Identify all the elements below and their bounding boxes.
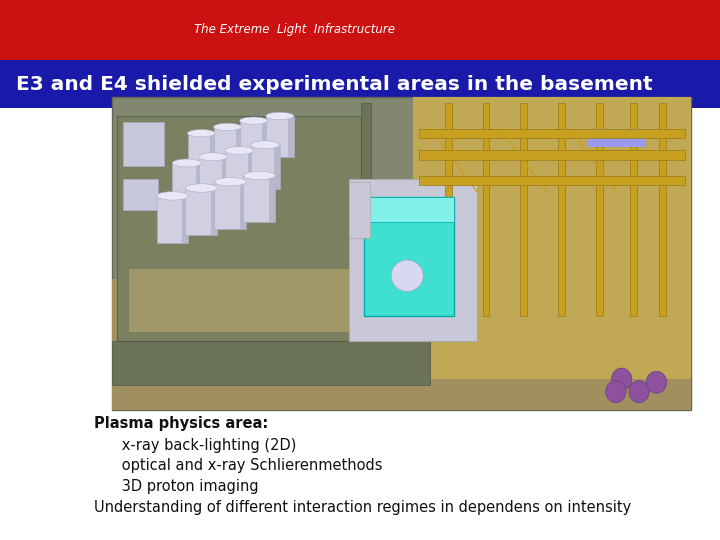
- Ellipse shape: [647, 372, 667, 393]
- Bar: [211, 188, 217, 235]
- Bar: [215, 182, 246, 229]
- Text: E3 and E4 shielded experimental areas in the basement: E3 and E4 shielded experimental areas in…: [16, 75, 652, 94]
- Bar: [251, 145, 279, 188]
- Bar: [123, 179, 158, 210]
- Bar: [262, 120, 268, 161]
- Ellipse shape: [156, 192, 189, 200]
- Bar: [587, 129, 645, 147]
- Bar: [419, 151, 685, 160]
- Bar: [210, 133, 215, 174]
- Bar: [123, 122, 163, 166]
- Ellipse shape: [629, 381, 649, 403]
- Ellipse shape: [611, 368, 631, 390]
- Bar: [419, 176, 685, 185]
- Ellipse shape: [187, 130, 215, 137]
- Text: optical and x-ray Schlierenmethods: optical and x-ray Schlierenmethods: [94, 458, 382, 473]
- Bar: [0, 0, 720, 65]
- Bar: [240, 120, 268, 161]
- Ellipse shape: [606, 381, 626, 403]
- Ellipse shape: [240, 117, 268, 124]
- Text: x-ray back-lighting (2D): x-ray back-lighting (2D): [94, 438, 296, 453]
- Bar: [248, 151, 253, 194]
- Bar: [112, 97, 691, 410]
- Bar: [269, 176, 275, 222]
- Bar: [186, 188, 217, 235]
- Bar: [196, 163, 202, 207]
- Ellipse shape: [391, 260, 423, 292]
- Bar: [187, 133, 215, 174]
- Bar: [199, 157, 228, 200]
- Ellipse shape: [266, 112, 294, 120]
- Bar: [364, 198, 454, 222]
- Bar: [117, 116, 361, 341]
- Bar: [156, 196, 189, 243]
- Bar: [112, 279, 691, 410]
- Bar: [595, 104, 603, 316]
- Text: 3D proton imaging: 3D proton imaging: [94, 478, 258, 494]
- Bar: [236, 127, 241, 167]
- Text: Plasma physics area:: Plasma physics area:: [94, 416, 268, 431]
- Ellipse shape: [199, 153, 228, 161]
- Bar: [349, 182, 369, 238]
- Bar: [364, 198, 454, 316]
- Bar: [173, 163, 202, 207]
- Bar: [129, 269, 349, 332]
- Bar: [361, 104, 372, 354]
- Text: Understanding of different interaction regimes in dependens on intensity: Understanding of different interaction r…: [94, 500, 631, 515]
- Bar: [521, 104, 527, 316]
- Bar: [558, 104, 565, 316]
- Bar: [243, 176, 275, 222]
- Ellipse shape: [215, 178, 246, 186]
- Bar: [630, 104, 637, 316]
- Bar: [274, 145, 279, 188]
- Bar: [419, 129, 685, 138]
- Bar: [266, 116, 294, 157]
- Ellipse shape: [214, 123, 241, 131]
- Ellipse shape: [243, 171, 275, 180]
- Bar: [660, 104, 666, 316]
- Bar: [413, 97, 691, 379]
- Bar: [482, 104, 490, 316]
- Bar: [240, 182, 246, 229]
- Bar: [214, 127, 241, 167]
- Bar: [445, 104, 452, 316]
- Bar: [222, 157, 228, 200]
- Bar: [112, 341, 431, 386]
- Bar: [182, 196, 189, 243]
- Ellipse shape: [186, 184, 217, 192]
- Ellipse shape: [225, 146, 253, 154]
- Ellipse shape: [173, 159, 202, 167]
- Ellipse shape: [251, 141, 279, 148]
- Bar: [349, 179, 477, 341]
- Bar: [225, 151, 253, 194]
- Text: The Extreme  Light  Infrastructure: The Extreme Light Infrastructure: [194, 23, 395, 36]
- Bar: [288, 116, 294, 157]
- Bar: [0, 60, 720, 108]
